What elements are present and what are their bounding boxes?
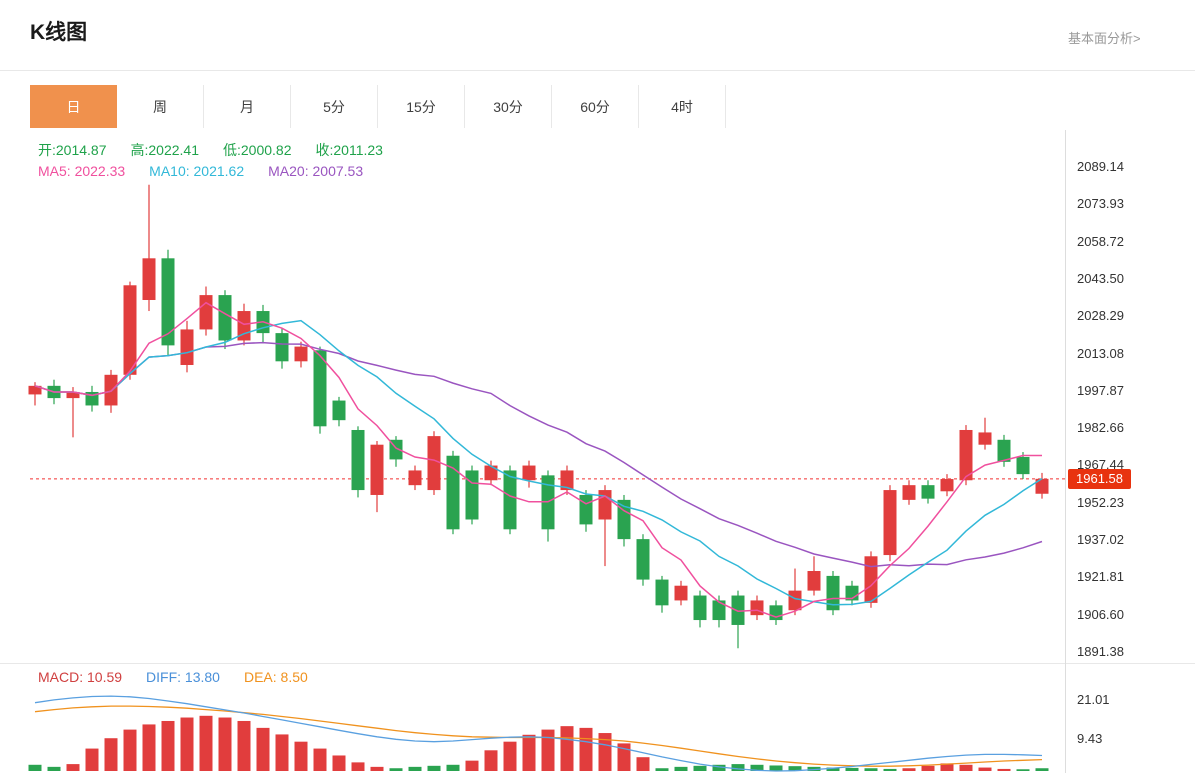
ohlc-legend: 开:2014.87 高:2022.41 低:2000.82 收:2011.23 <box>38 140 383 160</box>
diff-value: DIFF: 13.80 <box>146 669 220 685</box>
price-axis-label: 1982.66 <box>1077 420 1124 436</box>
tab-week[interactable]: 周 <box>117 85 204 128</box>
price-axis-label: 1967.44 <box>1077 457 1124 473</box>
price-axis-label: 2028.29 <box>1077 308 1124 324</box>
ma10-legend: MA10: 2021.62 <box>149 163 245 179</box>
macd-value: MACD: 10.59 <box>38 669 123 685</box>
ohlc-close: 收:2011.23 <box>315 142 383 158</box>
macd-legend: MACD: 10.59 DIFF: 13.80 DEA: 8.50 <box>38 669 308 685</box>
price-axis-label: 2043.50 <box>1077 270 1124 286</box>
price-axis-label: 2058.72 <box>1077 233 1124 249</box>
header-divider <box>0 70 1195 71</box>
tab-day[interactable]: 日 <box>30 85 117 128</box>
price-axis-label: 1997.87 <box>1077 382 1124 398</box>
price-axis-label: 1921.81 <box>1077 569 1124 585</box>
price-axis-label: 1891.38 <box>1077 644 1124 659</box>
ohlc-open: 开:2014.87 <box>38 142 107 158</box>
ohlc-high: 高:2022.41 <box>130 142 200 158</box>
price-axis-label: 2089.14 <box>1077 159 1124 174</box>
dea-value: DEA: 8.50 <box>243 669 308 685</box>
tab-5min[interactable]: 5分 <box>291 85 378 128</box>
fundamental-analysis-link[interactable]: 基本面分析> <box>1068 31 1141 46</box>
ma5-legend: MA5: 2022.33 <box>38 163 126 179</box>
price-axis-label: 2013.08 <box>1077 345 1124 361</box>
tab-30min[interactable]: 30分 <box>465 85 552 128</box>
current-price-tag: 1961.58 <box>1068 468 1131 489</box>
macd-axis-label: 21.01 <box>1077 691 1110 707</box>
price-axis-line <box>1065 130 1066 773</box>
tab-60min[interactable]: 60分 <box>552 85 639 128</box>
price-axis-label: 1952.23 <box>1077 494 1124 510</box>
price-axis-label: 2073.93 <box>1077 196 1124 212</box>
interval-tabbar: 日 周 月 5分 15分 30分 60分 4时 <box>30 85 726 128</box>
ma-legend: MA5: 2022.33 MA10: 2021.62 MA20: 2007.53 <box>38 163 363 179</box>
macd-axis-label: 9.43 <box>1077 731 1103 747</box>
ma20-legend: MA20: 2007.53 <box>268 163 364 179</box>
tab-15min[interactable]: 15分 <box>378 85 465 128</box>
price-axis-label: 1906.60 <box>1077 606 1124 622</box>
page-title: K线图 <box>30 21 88 44</box>
macd-section-divider <box>0 663 1195 664</box>
tab-month[interactable]: 月 <box>204 85 291 128</box>
ohlc-low: 低:2000.82 <box>223 142 292 158</box>
tab-4hour[interactable]: 4时 <box>639 85 726 128</box>
price-axis-label: 1937.02 <box>1077 532 1124 548</box>
